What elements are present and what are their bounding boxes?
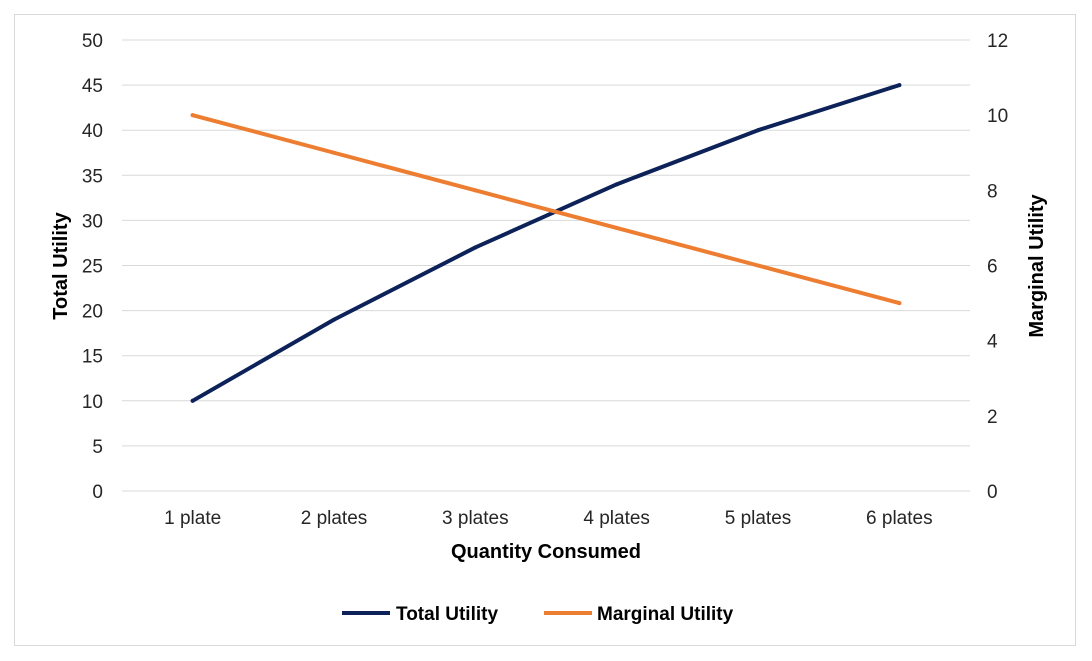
y2-tick-label: 10 [987,106,1008,127]
y-tick-label: 35 [82,166,103,187]
x-tick-label: 4 plates [583,508,650,529]
x-axis-ticks: 1 plate 2 plates 3 plates 4 plates 5 plates 6… [164,508,932,529]
x-tick-label: 2 plates [301,508,368,529]
data-point [756,263,760,268]
data-point [190,113,195,118]
series-line-marginal-utility [190,113,902,306]
y-tick-label: 50 [82,31,103,52]
data-point [897,301,902,306]
y2-axis-title: Marginal Utility [1026,193,1048,337]
y-tick-label: 10 [82,392,103,413]
data-point [614,225,619,230]
x-tick-label: 5 plates [725,508,792,529]
y-tick-label: 25 [82,257,103,278]
series-line-total-utility [190,83,902,403]
data-point [473,188,478,193]
y2-tick-label: 12 [987,31,1008,52]
y-axis-title: Total Utility [50,211,72,319]
chart-frame [14,14,1076,646]
legend-label-marginal-utility: Marginal Utility [597,604,734,625]
y2-tick-label: 2 [987,407,998,428]
data-point [190,398,195,403]
data-point [332,150,336,155]
y2-tick-label: 8 [987,181,998,202]
data-point [614,182,619,187]
y-tick-label: 15 [82,347,103,368]
data-point [332,317,336,322]
y2-tick-label: 4 [987,332,998,353]
y-tick-label: 0 [92,482,103,503]
y-tick-label: 5 [92,437,103,458]
x-tick-label: 3 plates [442,508,509,529]
legend: Total Utility Marginal Utility [342,604,734,625]
data-point [756,128,760,133]
y-tick-label: 30 [82,211,103,232]
series-lines [190,83,902,403]
x-tick-label: 1 plate [164,508,221,529]
y-tick-label: 45 [82,76,103,97]
legend-label-total-utility: Total Utility [396,604,498,625]
x-axis-title: Quantity Consumed [451,541,641,563]
data-point [473,245,478,250]
right-axis-ticks: 0 2 4 6 8 10 12 [987,31,1008,503]
left-axis-ticks: 0 5 10 15 20 25 30 35 40 45 50 [82,31,103,503]
gridlines [122,39,970,492]
y-tick-label: 20 [82,302,103,323]
y-tick-label: 40 [82,121,103,142]
data-point [897,83,902,88]
y2-tick-label: 0 [987,482,998,503]
y2-tick-label: 6 [987,257,998,278]
x-tick-label: 6 plates [866,508,933,529]
